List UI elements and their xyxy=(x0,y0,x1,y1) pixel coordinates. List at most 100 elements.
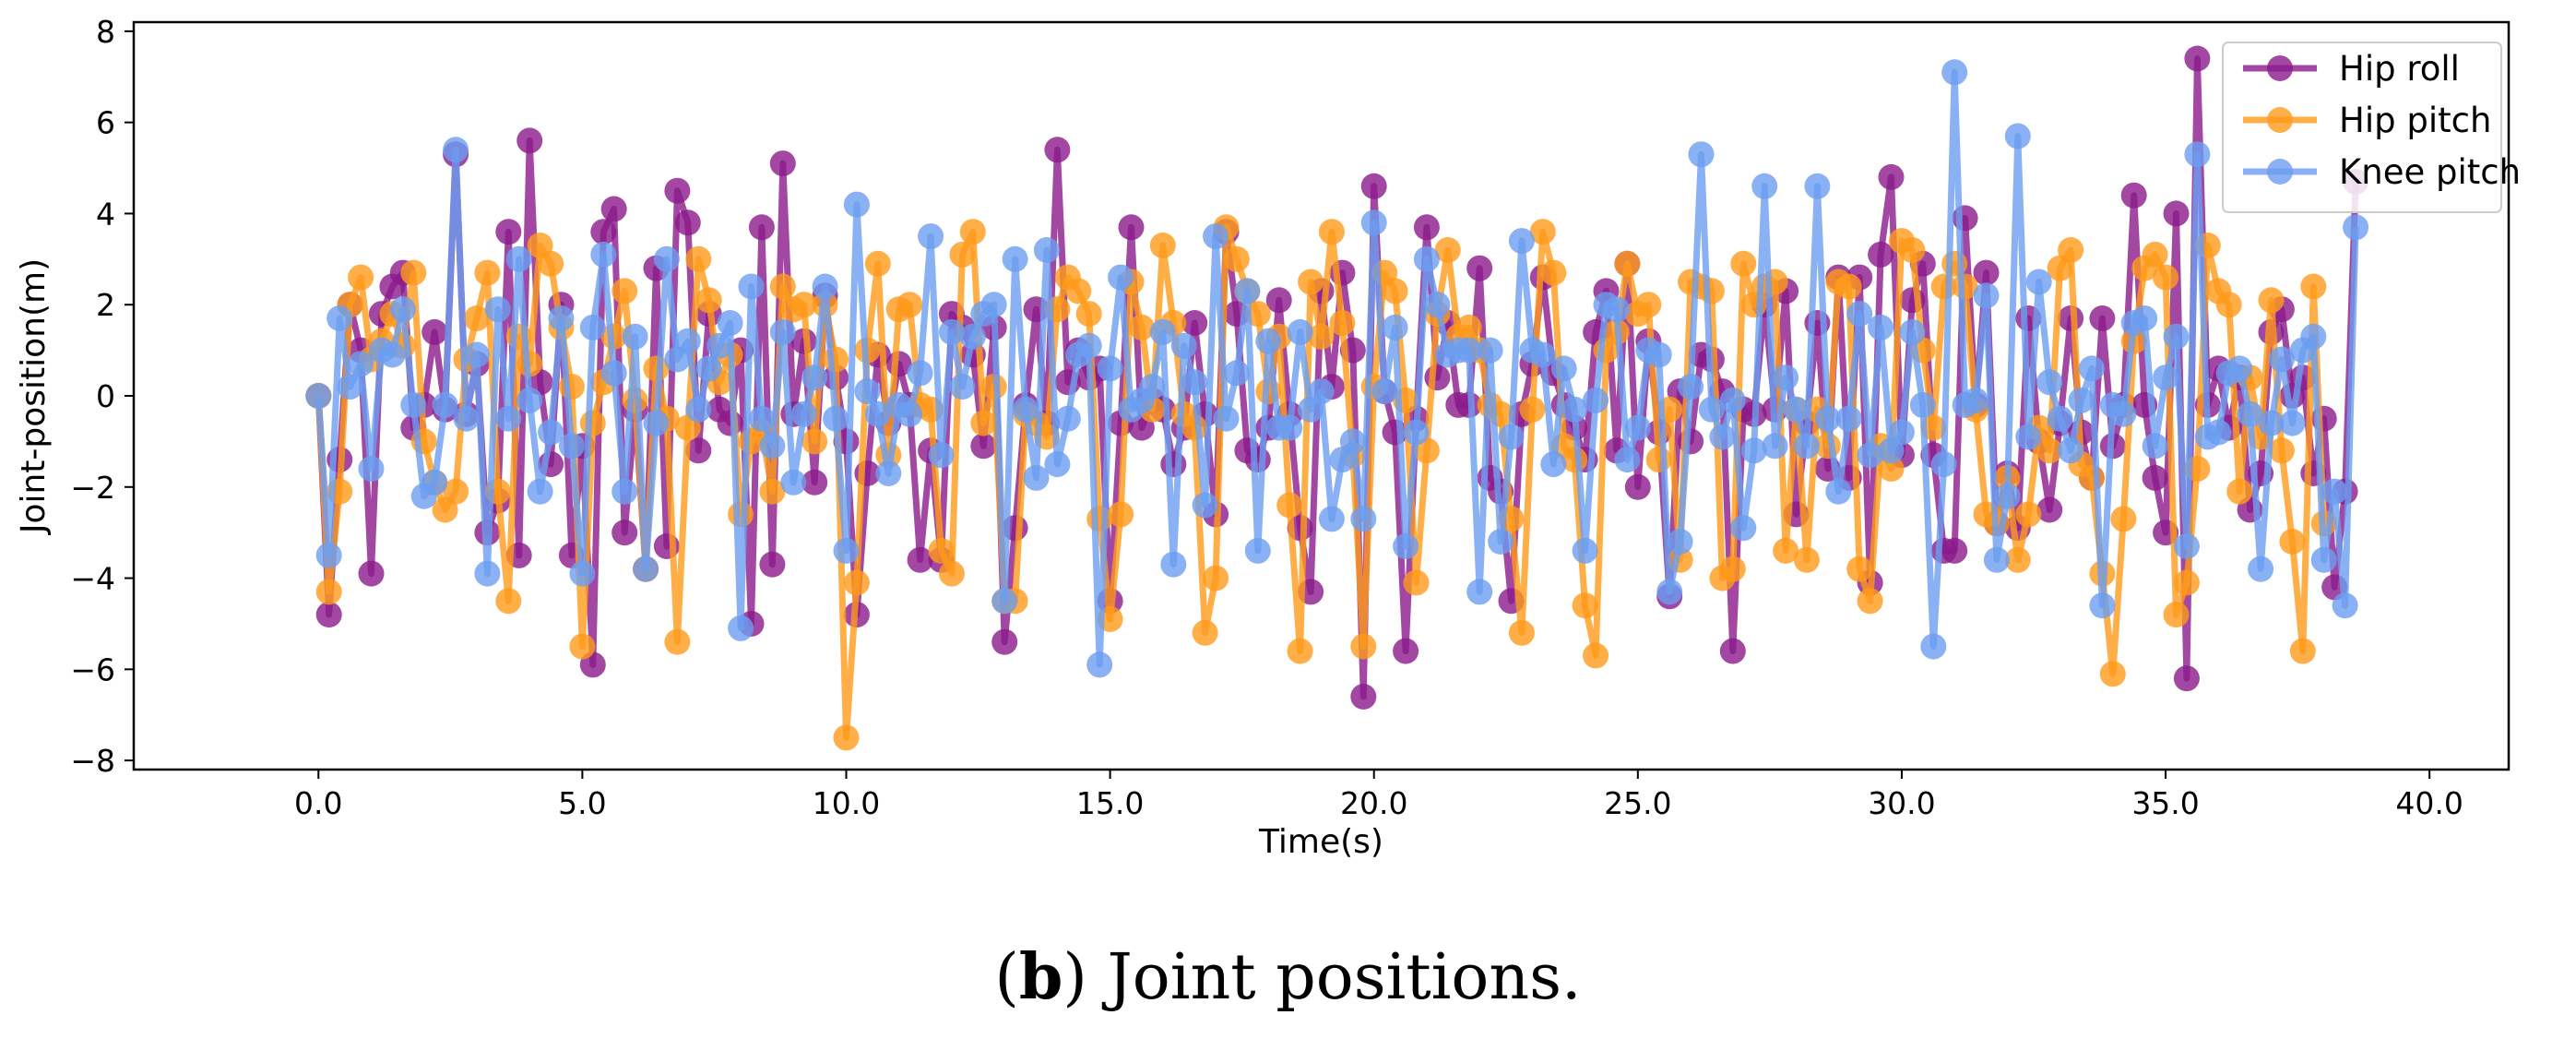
point-knee-pitch xyxy=(1994,483,2021,509)
point-knee-pitch xyxy=(2015,424,2042,450)
point-hip-roll xyxy=(421,318,448,345)
plot-area xyxy=(305,45,2369,751)
point-knee-pitch xyxy=(1719,387,1746,413)
point-knee-pitch xyxy=(1983,546,2010,573)
point-knee-pitch xyxy=(400,391,427,418)
point-knee-pitch xyxy=(1614,447,1641,473)
point-knee-pitch xyxy=(1075,332,1102,359)
point-knee-pitch xyxy=(812,273,838,300)
point-hip-pitch xyxy=(611,278,638,305)
point-hip-pitch xyxy=(1350,633,1377,660)
point-knee-pitch xyxy=(928,442,955,469)
point-knee-pitch xyxy=(843,191,870,218)
point-hip-pitch xyxy=(2153,264,2179,291)
point-hip-pitch xyxy=(1835,273,1862,300)
point-knee-pitch xyxy=(2047,405,2073,432)
point-knee-pitch xyxy=(337,374,363,400)
point-hip-roll xyxy=(1350,684,1377,710)
series-line-knee-pitch xyxy=(315,68,2359,668)
point-hip-roll xyxy=(2036,496,2063,523)
point-knee-pitch xyxy=(1678,374,1704,400)
point-knee-pitch xyxy=(1424,292,1451,318)
point-hip-roll xyxy=(2184,45,2211,72)
point-hip-pitch xyxy=(790,292,817,318)
point-knee-pitch xyxy=(1846,301,1873,328)
point-knee-pitch xyxy=(569,560,596,587)
point-knee-pitch xyxy=(1149,318,1176,345)
point-knee-pitch xyxy=(1909,391,1936,418)
point-hip-roll xyxy=(685,437,712,464)
point-hip-pitch xyxy=(2110,506,2137,532)
point-knee-pitch xyxy=(1318,506,1345,532)
point-knee-pitch xyxy=(305,383,332,409)
point-hip-pitch xyxy=(1572,592,1598,619)
point-hip-roll xyxy=(991,628,1018,655)
point-hip-pitch xyxy=(1455,314,1482,340)
y-tick-label: −4 xyxy=(70,561,115,597)
point-knee-pitch xyxy=(938,318,965,345)
point-knee-pitch xyxy=(1223,360,1250,387)
point-hip-pitch xyxy=(896,292,923,318)
point-knee-pitch xyxy=(2131,305,2158,331)
point-hip-pitch xyxy=(1223,245,1250,272)
point-knee-pitch xyxy=(1170,332,1197,359)
point-hip-pitch xyxy=(1075,301,1102,328)
point-knee-pitch xyxy=(1709,424,1736,450)
point-hip-pitch xyxy=(1635,292,1662,318)
point-hip-pitch xyxy=(959,219,986,245)
point-knee-pitch xyxy=(769,318,796,345)
legend-marker-hip-roll xyxy=(2267,55,2293,81)
point-knee-pitch xyxy=(2153,364,2179,391)
point-knee-pitch xyxy=(1583,387,1609,413)
point-hip-pitch xyxy=(1434,237,1461,263)
point-knee-pitch xyxy=(833,537,860,564)
point-knee-pitch xyxy=(1888,419,1915,446)
legend-label-knee-pitch: Knee pitch xyxy=(2339,152,2521,192)
point-hip-pitch xyxy=(1287,638,1313,664)
point-hip-roll xyxy=(611,520,638,546)
point-knee-pitch xyxy=(527,478,553,505)
point-knee-pitch xyxy=(2248,555,2274,582)
point-knee-pitch xyxy=(1023,464,1050,491)
point-knee-pitch xyxy=(2343,214,2369,241)
x-tick-label: 25.0 xyxy=(1604,785,1671,821)
point-knee-pitch xyxy=(875,460,902,486)
point-hip-pitch xyxy=(2279,529,2306,555)
point-hip-pitch xyxy=(1318,219,1345,245)
point-hip-pitch xyxy=(970,410,997,436)
point-hip-pitch xyxy=(685,245,712,272)
point-knee-pitch xyxy=(823,405,849,432)
point-knee-pitch xyxy=(2205,419,2232,446)
point-hip-roll xyxy=(1181,310,1208,336)
point-hip-roll xyxy=(1044,137,1071,163)
point-hip-roll xyxy=(1624,473,1651,500)
point-hip-roll xyxy=(358,560,385,587)
legend-item-hip-pitch: Hip pitch xyxy=(2243,101,2491,140)
point-knee-pitch xyxy=(1181,369,1208,396)
point-hip-roll xyxy=(907,546,933,573)
point-knee-pitch xyxy=(1825,478,1852,505)
point-hip-roll xyxy=(1244,447,1271,473)
point-hip-pitch xyxy=(2215,292,2242,318)
point-knee-pitch xyxy=(685,396,712,423)
point-knee-pitch xyxy=(1308,378,1335,405)
point-knee-pitch xyxy=(2068,387,2095,413)
point-knee-pitch xyxy=(2110,400,2137,427)
point-knee-pitch xyxy=(1529,341,1556,368)
point-knee-pitch xyxy=(1382,314,1408,340)
point-hip-pitch xyxy=(1583,642,1609,669)
point-hip-pitch xyxy=(949,241,976,268)
point-hip-roll xyxy=(748,214,775,241)
point-knee-pitch xyxy=(790,400,817,427)
point-knee-pitch xyxy=(1550,355,1577,382)
x-tick-label: 15.0 xyxy=(1076,785,1144,821)
point-knee-pitch xyxy=(1234,278,1261,305)
point-hip-pitch xyxy=(1857,588,1883,615)
point-knee-pitch xyxy=(1192,492,1218,519)
point-hip-roll xyxy=(970,433,997,460)
point-knee-pitch xyxy=(600,360,627,387)
legend-label-hip-roll: Hip roll xyxy=(2339,49,2460,89)
point-knee-pitch xyxy=(1403,419,1430,446)
point-knee-pitch xyxy=(548,305,575,331)
point-knee-pitch xyxy=(611,478,638,505)
